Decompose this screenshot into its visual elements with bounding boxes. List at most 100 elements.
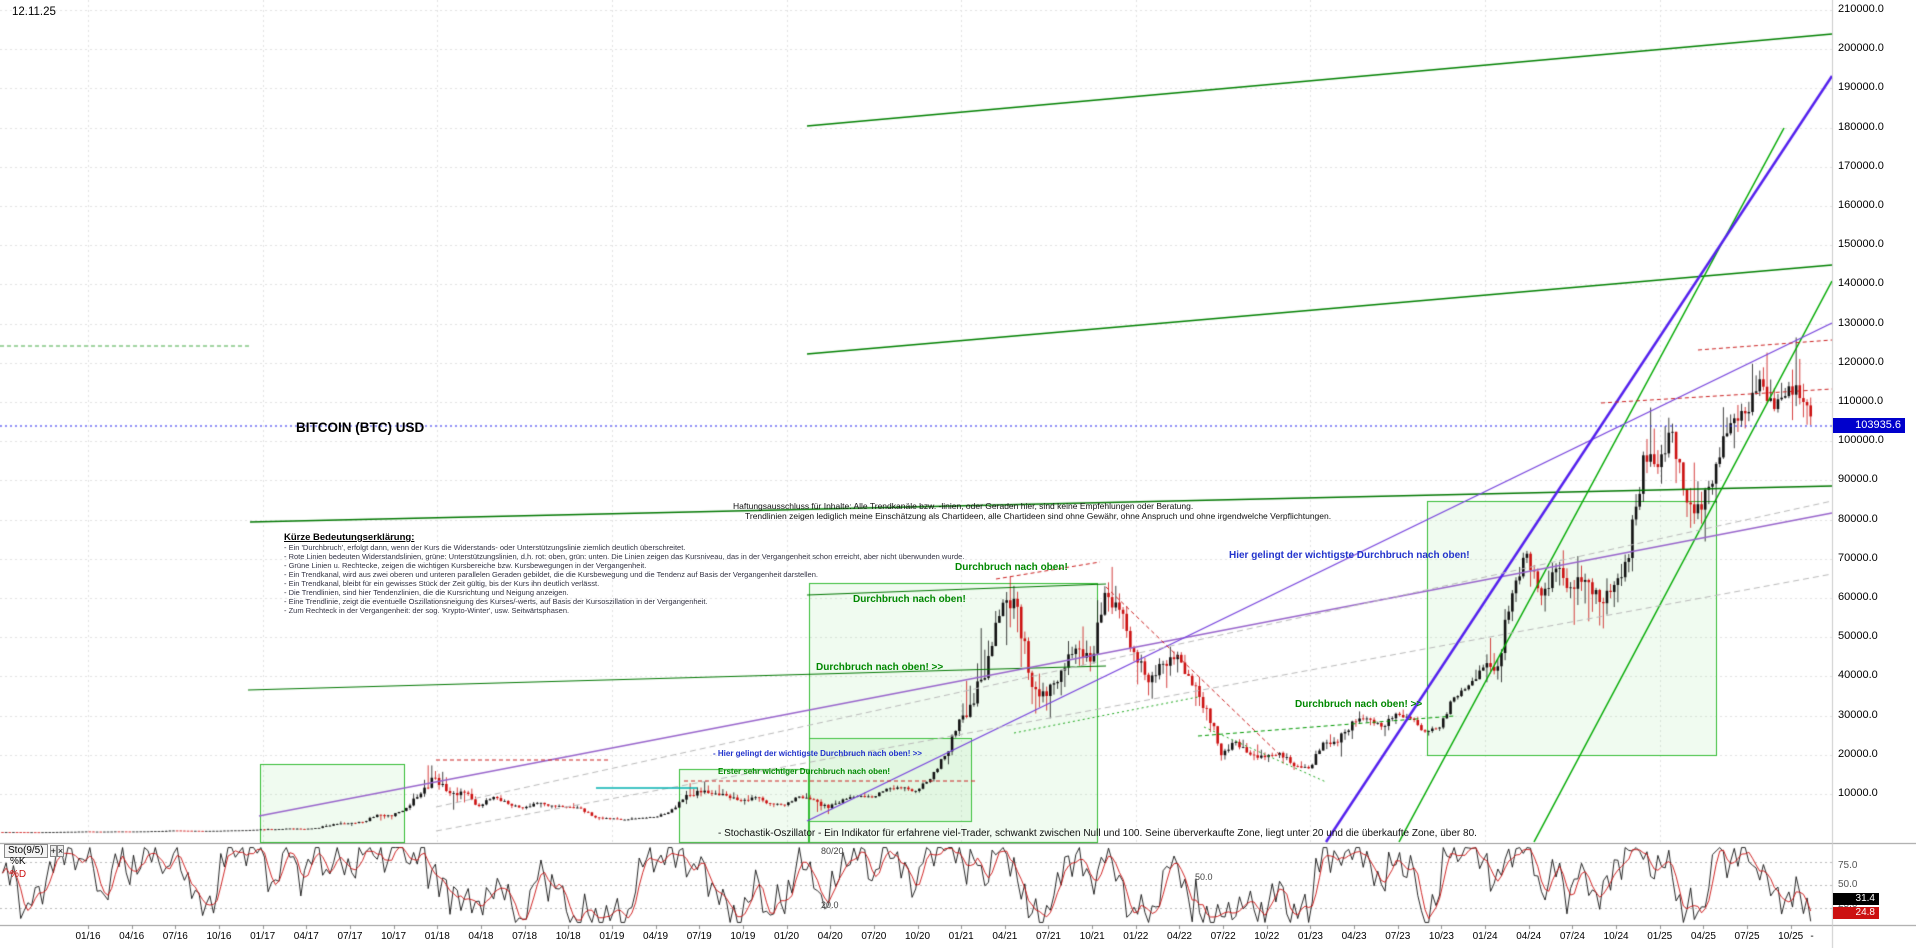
stochastic-d-value-badge: 24.8 — [1833, 907, 1879, 919]
y-axis-label: 120000.0 — [1838, 355, 1884, 368]
x-axis-label: 10/20 — [905, 931, 931, 942]
stochastic-d-label: %D — [10, 869, 27, 880]
y-axis-label: 30000.0 — [1838, 708, 1878, 721]
oscillator-level-label: 80/20 — [821, 846, 844, 856]
breakout-annotation: Durchbruch nach oben! — [955, 562, 1068, 573]
legend-explanation-line: - Eine Trendlinie, zeigt die eventuelle … — [284, 597, 708, 606]
legend-explanation-line: - Ein Trendkanal, wird aus zwei oberen u… — [284, 570, 818, 579]
y-axis-label: 110000.0 — [1838, 395, 1884, 407]
y-axis-label: 90000.0 — [1838, 473, 1878, 486]
x-axis-label: 07/24 — [1559, 931, 1585, 942]
x-axis-overflow-dash: - — [1810, 931, 1814, 942]
x-axis-label: 04/18 — [468, 931, 494, 942]
x-axis-label: 07/23 — [1385, 931, 1411, 942]
x-axis-label: 07/16 — [162, 931, 188, 942]
legend-explanation-title: Kürze Bedeutungserklärung: — [284, 532, 415, 543]
y-axis-label: 80000.0 — [1838, 512, 1878, 525]
legend-explanation-line: - Rote Linien bedeuten Widerstandslinien… — [284, 552, 965, 561]
chart-date: 12.11.25 — [12, 6, 56, 18]
legend-explanation-line: - Grüne Linien u. Rechtecke, zeigen die … — [284, 561, 647, 570]
legend-explanation-line: - Zum Rechteck in der Vergangenheit: der… — [284, 606, 570, 615]
legend-explanation-line: - Ein 'Durchbruch', erfolgt dann, wenn d… — [284, 543, 686, 552]
current-price-badge: 103935.6 — [1833, 418, 1905, 433]
y-axis-label: 60000.0 — [1838, 591, 1878, 603]
y-axis-label: 200000.0 — [1838, 42, 1884, 55]
legend-explanation-line: - Die Trendlinien, sind hier Tendenzlini… — [284, 588, 569, 597]
stochastic-k-label: %K — [10, 856, 26, 867]
legend-explanation-block: Kürze Bedeutungserklärung: - Ein 'Durchb… — [284, 533, 964, 615]
x-axis-label: 04/17 — [293, 931, 319, 942]
sto-close-icon[interactable]: × — [56, 844, 65, 857]
x-axis-label: 01/21 — [948, 931, 974, 942]
y-axis-label: 50000.0 — [1838, 630, 1878, 643]
x-axis-label: 07/18 — [512, 931, 538, 942]
x-axis-label: 04/19 — [643, 931, 669, 942]
legend-explanation-line: - Ein Trendkanal, bleibt für ein gewisse… — [284, 579, 600, 588]
y-axis-label: 180000.0 — [1838, 120, 1884, 133]
y-axis-label: 130000.0 — [1838, 316, 1884, 329]
x-axis-label: 04/20 — [817, 931, 843, 942]
disclaimer-line-2: Trendlinien zeigen lediglich meine Einsc… — [745, 511, 1332, 521]
breakout-annotation: Hier gelingt der wichtigste Durchbruch n… — [1229, 550, 1470, 561]
breakout-annotation: Durchbruch nach oben! >> — [816, 662, 944, 673]
breakout-annotation: Durchbruch nach oben! — [853, 594, 966, 605]
y-axis-label: 40000.0 — [1838, 669, 1878, 682]
x-axis-label: 01/22 — [1123, 931, 1149, 942]
x-axis-label: 01/19 — [599, 931, 625, 942]
x-axis-label: 07/17 — [337, 931, 363, 942]
y-axis-label: 70000.0 — [1838, 551, 1878, 564]
y-axis-label: 10000.0 — [1838, 787, 1878, 799]
x-axis-label: 10/24 — [1603, 931, 1629, 942]
x-axis-label: 07/19 — [686, 931, 712, 942]
legend-explanation-lines: - Ein 'Durchbruch', erfolgt dann, wenn d… — [284, 543, 964, 615]
x-axis-label: 04/16 — [119, 931, 145, 942]
x-axis-label: 04/24 — [1516, 931, 1542, 942]
x-axis-label: 04/25 — [1690, 931, 1716, 942]
x-axis-label: 01/17 — [250, 931, 276, 942]
y-axis-label: 160000.0 — [1838, 199, 1884, 211]
x-axis-label: 10/16 — [206, 931, 232, 942]
oscillator-scale-label: 75.0 — [1838, 859, 1858, 871]
x-axis-label: 04/21 — [992, 931, 1018, 942]
x-axis-label: 01/20 — [774, 931, 800, 942]
y-axis-label: 190000.0 — [1838, 81, 1884, 94]
breakout-annotation: Erster sehr wichtiger Durchbruch nach ob… — [718, 767, 891, 776]
chart-symbol-title: BITCOIN (BTC) USD — [296, 420, 425, 435]
x-axis-label: 10/19 — [730, 931, 756, 942]
x-axis-label: 10/21 — [1079, 931, 1105, 942]
disclaimer-line-1: Haftungsausschluss für Inhalte: Alle Tre… — [733, 501, 1194, 511]
breakout-annotation: Durchbruch nach oben! >> — [1295, 699, 1423, 710]
oscillator-level-label: 50.0 — [1195, 872, 1213, 882]
x-axis-label: 10/17 — [381, 931, 407, 942]
oscillator-scale-label: 50.0 — [1838, 879, 1858, 890]
y-axis-label: 100000.0 — [1838, 434, 1884, 447]
stochastic-k-value-badge: 31.4 — [1833, 893, 1879, 905]
x-axis-label: 01/18 — [424, 931, 450, 942]
stochastic-note: - Stochastik-Oszillator - Ein Indikator … — [718, 828, 1477, 839]
x-axis-label: 07/20 — [861, 931, 887, 942]
sto-plus-icon[interactable]: + — [49, 844, 57, 857]
x-axis-label: 01/23 — [1297, 931, 1323, 942]
x-axis-label: 01/24 — [1472, 931, 1498, 942]
x-axis-label: 07/25 — [1734, 931, 1760, 942]
x-axis-label: 04/22 — [1166, 931, 1192, 942]
x-axis-label: 01/25 — [1647, 931, 1673, 942]
stochastic-legend: Sto(9/5) + × — [4, 844, 65, 858]
x-axis-label: 01/16 — [75, 931, 101, 942]
x-axis-label: 04/23 — [1341, 931, 1367, 942]
y-axis-label: 20000.0 — [1838, 747, 1878, 760]
x-axis-label: 10/23 — [1428, 931, 1454, 942]
x-axis-label: 07/22 — [1210, 931, 1236, 942]
oscillator-level-label: 20.0 — [821, 900, 839, 910]
stochastic-indicator-label[interactable]: Sto(9/5) — [4, 844, 48, 858]
breakout-annotation: - Hier gelingt der wichtigste Durchbruch… — [713, 749, 922, 758]
x-axis-label: 10/25 — [1778, 931, 1804, 942]
y-axis-label: 140000.0 — [1838, 277, 1884, 290]
x-axis-label: 07/21 — [1035, 931, 1061, 942]
x-axis-label: 10/22 — [1254, 931, 1280, 942]
y-axis-label: 170000.0 — [1838, 159, 1884, 172]
y-axis-label: 210000.0 — [1838, 3, 1884, 15]
disclaimer-block: Haftungsausschluss für Inhalte: Alle Tre… — [733, 501, 1331, 521]
